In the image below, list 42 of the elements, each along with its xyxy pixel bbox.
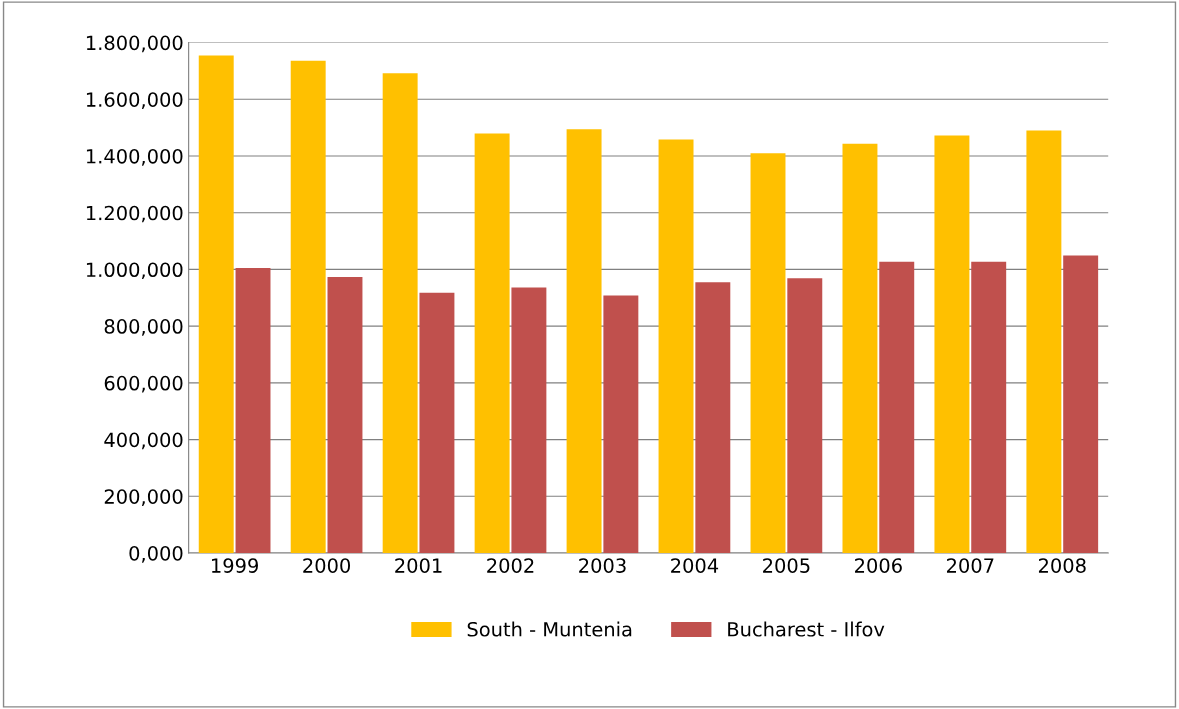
bar xyxy=(327,277,363,554)
y-tick-label: 1.000,000 xyxy=(86,262,183,280)
x-tick-label: 2002 xyxy=(487,558,534,573)
bar xyxy=(1063,255,1099,554)
y-tick-label: 200,000 xyxy=(104,489,183,506)
x-tick-label: 2003 xyxy=(579,558,626,573)
y-tick-label: 1.600,000 xyxy=(86,92,183,109)
bar xyxy=(419,292,455,554)
x-tick-label: 2000 xyxy=(303,558,351,573)
bar xyxy=(695,282,731,554)
x-tick-label: 1999 xyxy=(212,558,258,573)
bar xyxy=(511,287,547,554)
y-tick-label: 800,000 xyxy=(104,319,183,336)
bar xyxy=(842,143,878,554)
bar xyxy=(750,153,786,554)
y-tick-label: 400,000 xyxy=(104,432,183,450)
x-tick-label: 2001 xyxy=(395,558,442,573)
x-tick-label: 2005 xyxy=(763,558,810,573)
bar xyxy=(1026,130,1062,554)
bar xyxy=(198,55,234,554)
bar xyxy=(658,139,694,554)
bar xyxy=(603,295,639,554)
y-tick-label: 1.200,000 xyxy=(86,205,183,223)
y-tick-label: 600,000 xyxy=(104,375,183,393)
x-tick-label: 2008 xyxy=(1038,558,1086,573)
bar xyxy=(934,135,970,554)
x-tick-label: 2007 xyxy=(947,558,994,573)
bar xyxy=(566,129,602,554)
y-tick-label: 1.800,000 xyxy=(86,35,183,53)
x-tick-label: 2006 xyxy=(855,558,902,573)
bar xyxy=(879,261,915,554)
legend-label: Bucharest - Ilfov xyxy=(728,621,885,637)
bar xyxy=(474,133,510,554)
bar xyxy=(971,261,1007,554)
bar xyxy=(235,268,271,554)
bar xyxy=(787,278,823,554)
x-tick-label: 2004 xyxy=(671,558,719,573)
y-tick-label: 1.400,000 xyxy=(86,148,183,166)
legend-label: South - Muntenia xyxy=(467,621,632,637)
bar xyxy=(382,73,418,554)
bar xyxy=(290,60,326,554)
y-tick-label: 0,000 xyxy=(129,545,183,563)
